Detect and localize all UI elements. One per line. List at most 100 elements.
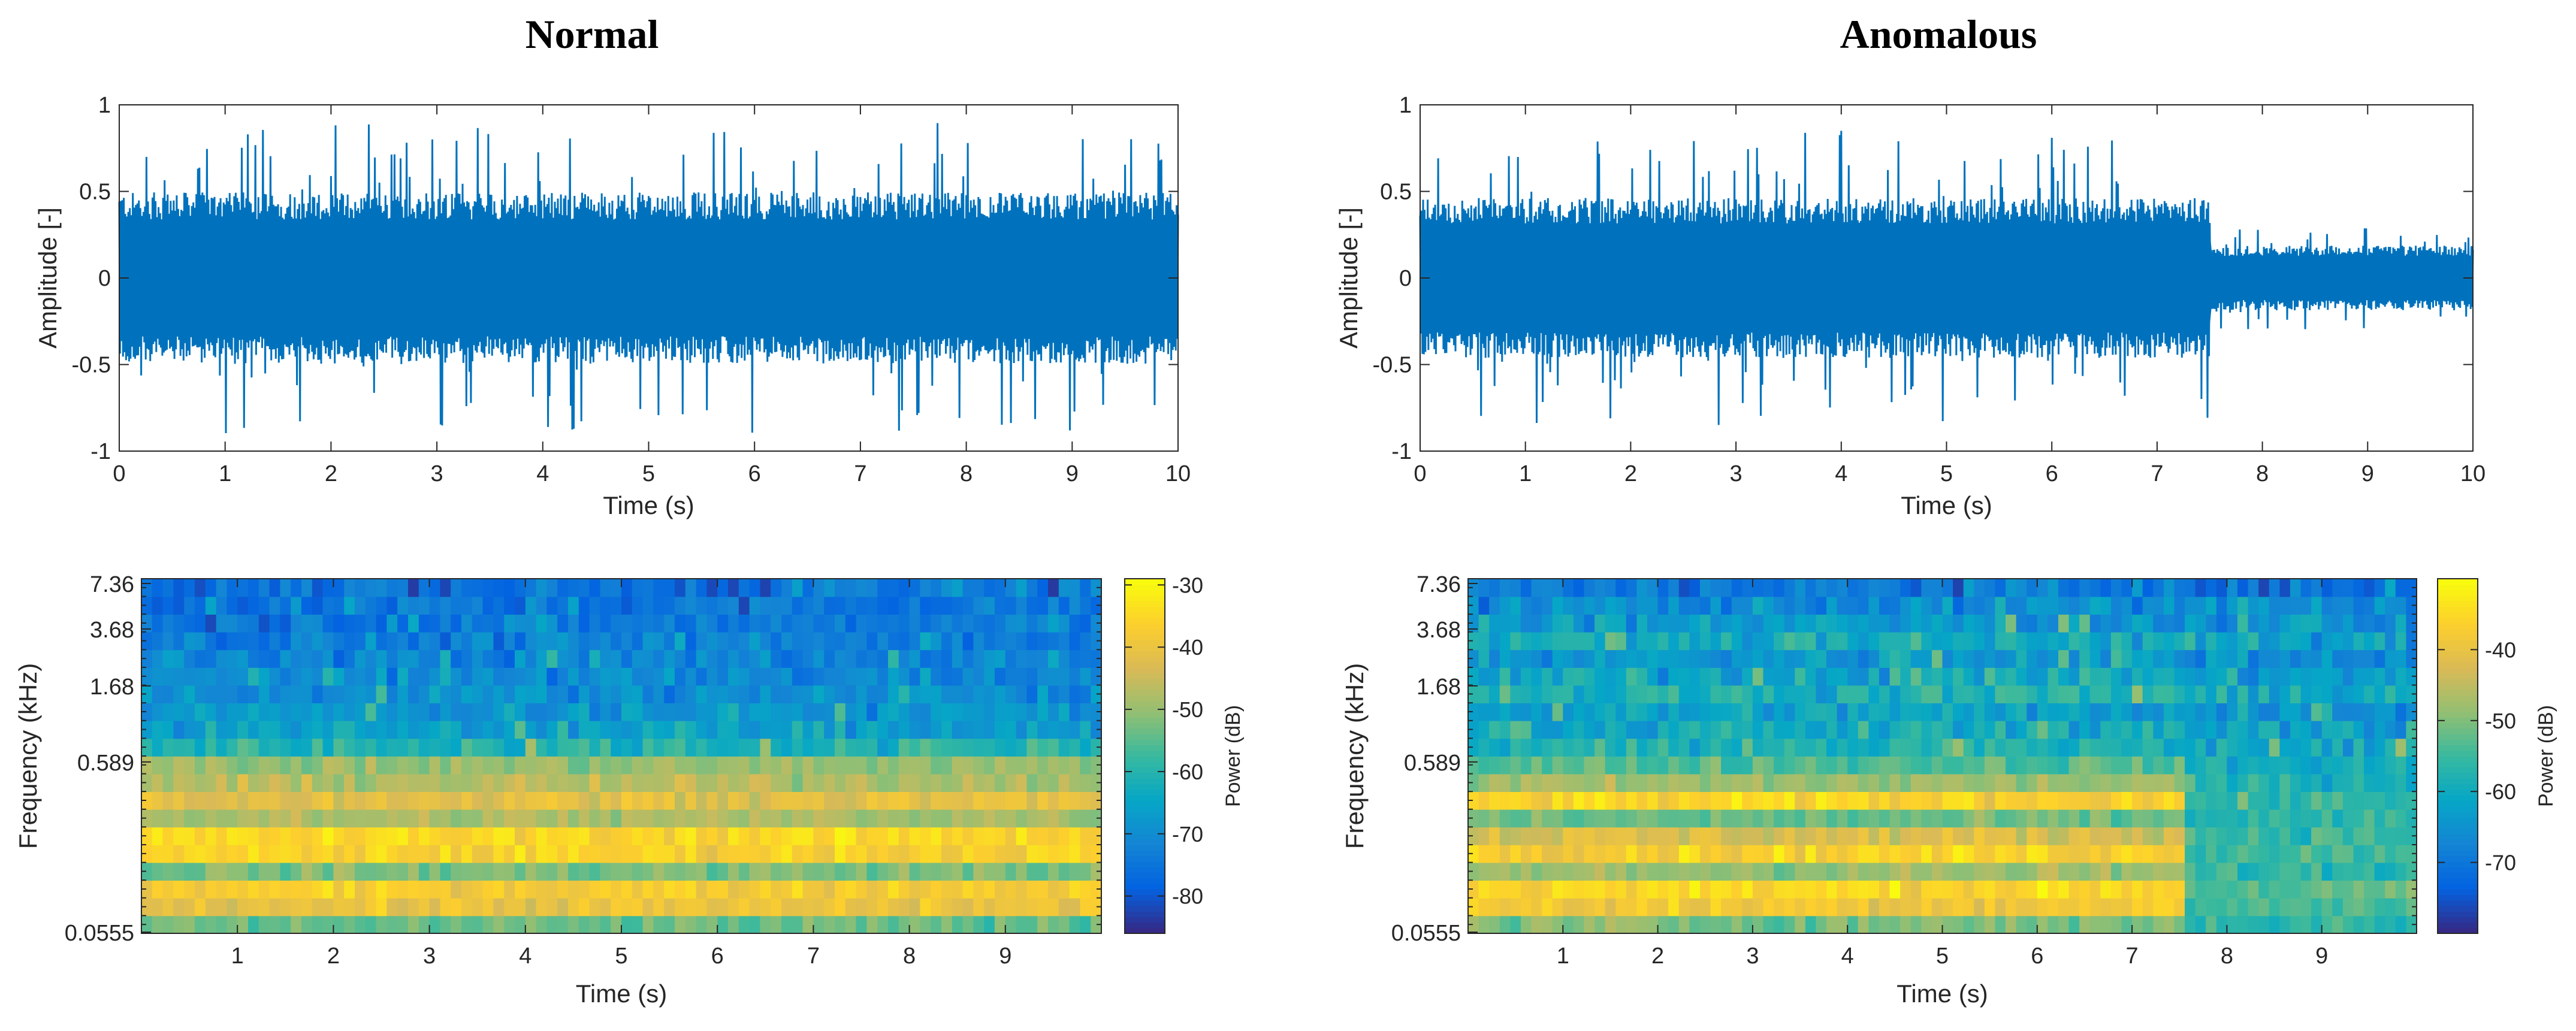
spectrogram-cell xyxy=(973,614,985,633)
spectrogram-cell xyxy=(1080,667,1091,686)
spectrogram-cell xyxy=(429,720,441,739)
colorbar-step xyxy=(1125,745,1165,751)
spectrogram-cell xyxy=(2132,649,2143,668)
spectrogram-cell xyxy=(1678,756,1690,775)
spectrogram-cell xyxy=(2332,579,2344,597)
spectrogram-cell xyxy=(2195,809,2207,828)
normal-panel-title: Normal xyxy=(525,11,659,57)
spectrogram-cell xyxy=(1542,827,1553,845)
spectrogram-cell xyxy=(760,773,771,792)
spectrogram-cell xyxy=(2206,579,2217,597)
spectrogram-cell xyxy=(440,827,451,845)
spectrogram-cell xyxy=(717,915,729,934)
spectrogram-cell xyxy=(1594,703,1606,721)
spectrogram-cell xyxy=(536,897,548,917)
spectrogram-cell xyxy=(706,845,718,863)
colorbar-step xyxy=(2438,712,2478,718)
spectrogram-cell xyxy=(685,756,697,775)
spectrogram-cell xyxy=(1636,631,1648,651)
spectrogram-cell xyxy=(2406,845,2417,863)
spectrogram-cell xyxy=(2058,720,2070,739)
spectrogram-cell xyxy=(248,862,259,881)
spectrogram-cell xyxy=(1584,649,1595,668)
spectrogram-cell xyxy=(1647,791,1659,810)
spectrogram-cell xyxy=(2058,862,2070,881)
spectrogram-cell xyxy=(1742,596,1753,615)
spectrogram-cell xyxy=(1921,791,1932,810)
colorbar-step xyxy=(2438,889,2478,896)
spectrogram-cell xyxy=(525,703,537,721)
spectrogram-cell xyxy=(2406,631,2417,651)
spectrogram-cell xyxy=(738,596,750,615)
anomalous-spec-x-tick-label: 4 xyxy=(1841,944,1854,969)
spectrogram-cell xyxy=(184,862,195,881)
spectrogram-cell xyxy=(685,897,697,917)
spectrogram-cell xyxy=(1594,862,1606,881)
spectrogram-cell xyxy=(1026,631,1038,651)
spectrogram-cell xyxy=(749,880,761,899)
spectrogram-cell xyxy=(2374,738,2386,757)
spectrogram-cell xyxy=(386,845,398,863)
spectrogram-cell xyxy=(1531,862,1542,881)
spectrogram-cell xyxy=(1953,614,1964,633)
spectrogram-cell xyxy=(1668,738,1680,757)
spectrogram-cell xyxy=(771,897,782,917)
spectrogram-cell xyxy=(258,596,270,615)
spectrogram-cell xyxy=(205,862,217,881)
spectrogram-cell xyxy=(355,596,366,615)
colorbar-step xyxy=(2438,756,2478,763)
spectrogram-cell xyxy=(2079,756,2091,775)
spectrogram-cell xyxy=(1910,897,1922,917)
spectrogram-cell xyxy=(429,773,441,792)
spectrogram-cell xyxy=(493,596,505,615)
normal-y-axis-label: Amplitude [-] xyxy=(34,207,62,349)
spectrogram-cell xyxy=(216,791,228,810)
spectrogram-cell xyxy=(440,845,451,863)
spectrogram-cell xyxy=(2237,649,2249,668)
spectrogram-cell xyxy=(322,845,334,863)
spectrogram-cell xyxy=(845,756,857,775)
spectrogram-cell xyxy=(355,756,366,775)
spectrogram-cell xyxy=(2279,614,2291,633)
spectrogram-cell xyxy=(333,880,345,899)
spectrogram-cell xyxy=(333,915,345,934)
spectrogram-cell xyxy=(1657,649,1669,668)
spectrogram-cell xyxy=(248,596,259,615)
spectrogram-cell xyxy=(642,596,654,615)
colorbar-step xyxy=(2438,839,2478,845)
spectrogram-cell xyxy=(717,897,729,917)
spectrogram-cell xyxy=(1048,720,1059,739)
spectrogram-cell xyxy=(1710,667,1722,686)
spectrogram-cell xyxy=(2248,631,2259,651)
spectrogram-cell xyxy=(184,773,195,792)
spectrogram-cell xyxy=(866,827,878,845)
spectrogram-cell xyxy=(2227,667,2238,686)
spectrogram-cell xyxy=(2068,791,2080,810)
spectrogram-cell xyxy=(2332,827,2344,845)
spectrogram-cell xyxy=(333,845,345,863)
spectrogram-cell xyxy=(898,880,910,899)
spectrogram-cell xyxy=(931,845,942,863)
spectrogram-cell xyxy=(2195,897,2207,917)
spectrogram-cell xyxy=(1826,579,1838,597)
spectrogram-cell xyxy=(1710,915,1722,934)
spectrogram-cell xyxy=(738,862,750,881)
spectrogram-cell xyxy=(440,685,451,703)
spectrogram-cell xyxy=(845,685,857,703)
spectrogram-cell xyxy=(493,791,505,810)
spectrogram-cell xyxy=(493,703,505,721)
spectrogram-cell xyxy=(2121,915,2133,934)
normal-spec-y-axis-label: Frequency (kHz) xyxy=(14,663,42,849)
spectrogram-cell xyxy=(866,614,878,633)
normal-spec-y-tick-label: 0.589 xyxy=(77,751,134,776)
spectrogram-cell xyxy=(611,915,622,934)
spectrogram-cell xyxy=(1826,773,1838,792)
spectrogram-cell xyxy=(984,915,995,934)
spectrogram-cell xyxy=(2142,614,2154,633)
spectrogram-cell xyxy=(1615,827,1627,845)
spectrogram-cell xyxy=(2185,720,2196,739)
spectrogram-cell xyxy=(2279,915,2291,934)
spectrogram-cell xyxy=(2195,703,2207,721)
spectrogram-cell xyxy=(1489,862,1500,881)
spectrogram-cell xyxy=(962,685,974,703)
